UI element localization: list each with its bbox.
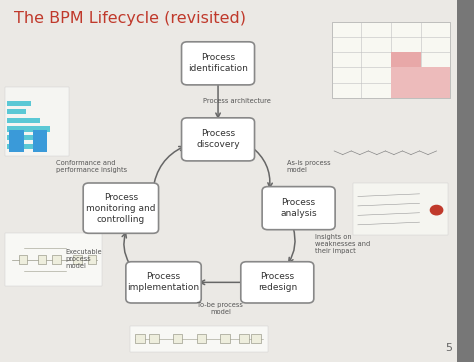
Bar — [7, 101, 31, 106]
Bar — [239, 334, 249, 343]
Text: Conformance and
performance insights: Conformance and performance insights — [56, 160, 127, 173]
Bar — [173, 334, 182, 343]
Bar — [197, 334, 206, 343]
FancyBboxPatch shape — [182, 42, 255, 85]
Text: To-be process
model: To-be process model — [198, 302, 243, 315]
Circle shape — [430, 205, 443, 215]
Bar — [457, 0, 474, 362]
FancyBboxPatch shape — [83, 183, 158, 233]
Text: Executable
process
model: Executable process model — [65, 249, 102, 269]
Bar — [7, 144, 45, 149]
Text: As-is process
model: As-is process model — [287, 160, 330, 173]
FancyBboxPatch shape — [262, 187, 335, 230]
Bar — [7, 118, 40, 123]
Bar — [332, 22, 450, 98]
Bar — [391, 67, 450, 83]
Bar — [149, 334, 159, 343]
Bar — [73, 256, 82, 264]
Bar — [7, 135, 36, 140]
FancyBboxPatch shape — [241, 262, 314, 303]
Bar — [130, 326, 268, 352]
Bar — [33, 130, 47, 152]
FancyBboxPatch shape — [182, 118, 255, 161]
Text: Insights on
weaknesses and
their impact: Insights on weaknesses and their impact — [315, 234, 371, 254]
Text: The BPM Lifecycle (revisited): The BPM Lifecycle (revisited) — [14, 11, 246, 26]
Bar — [9, 130, 24, 152]
Bar — [391, 83, 450, 98]
Text: Process
identification: Process identification — [188, 53, 248, 73]
Bar — [135, 334, 145, 343]
Bar — [19, 256, 27, 264]
FancyBboxPatch shape — [126, 262, 201, 303]
Bar — [52, 256, 61, 264]
Bar — [391, 52, 420, 67]
Text: Process
analysis: Process analysis — [280, 198, 317, 218]
Text: Process
monitoring and
controlling: Process monitoring and controlling — [86, 193, 155, 224]
Text: Process
implementation: Process implementation — [128, 272, 200, 292]
Bar — [38, 256, 46, 264]
Bar — [5, 87, 69, 156]
Bar — [220, 334, 230, 343]
Bar — [5, 233, 102, 286]
Text: 5: 5 — [446, 343, 453, 353]
Bar — [251, 334, 261, 343]
Bar — [7, 126, 50, 132]
Bar — [88, 256, 96, 264]
Bar — [7, 109, 26, 114]
Bar — [353, 183, 448, 235]
Text: Process
redesign: Process redesign — [258, 272, 297, 292]
Text: Process architecture: Process architecture — [203, 98, 271, 104]
Text: Process
discovery: Process discovery — [196, 129, 240, 150]
